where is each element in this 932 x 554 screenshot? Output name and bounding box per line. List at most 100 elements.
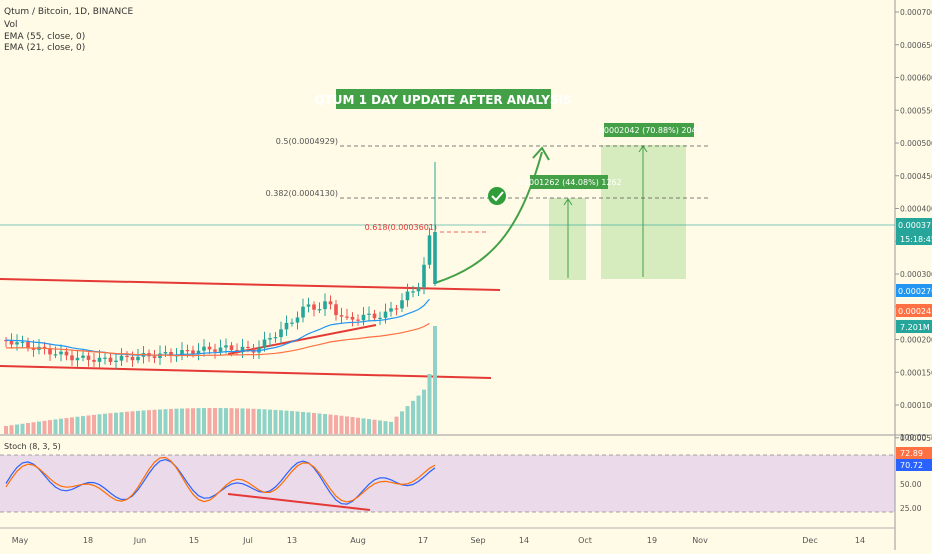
volume-bar (108, 413, 113, 434)
volume-bar (400, 411, 404, 434)
candle-body (356, 319, 360, 321)
candle-body (20, 341, 25, 343)
volume-bar (218, 408, 223, 434)
candle-body (268, 338, 272, 340)
volume-bar (383, 421, 388, 434)
fib-0382-label: 0.382(0.0004130) (266, 189, 338, 198)
time-tick-label: Jun (133, 536, 147, 545)
lower-channel-line (0, 365, 492, 379)
candle-body (400, 300, 404, 309)
ema55-badge (896, 304, 932, 317)
candle-body (273, 337, 278, 339)
volume-bar (26, 423, 30, 434)
stoch-tick-label: 50.00 (900, 480, 922, 489)
stoch-divergence-line (227, 493, 371, 511)
candle-body (191, 350, 195, 354)
candle-body (312, 304, 316, 310)
ema55-line (6, 322, 430, 357)
candle-body (9, 340, 14, 345)
volume-bar (306, 412, 311, 434)
volume-bar (185, 408, 190, 434)
price-tick-label: 0.0006500 (900, 41, 932, 50)
time-tick-label: 14 (519, 536, 529, 545)
volume-bar (158, 409, 162, 434)
volume-bar (422, 389, 426, 434)
candle-body (411, 291, 415, 293)
candle-body (48, 348, 52, 355)
stoch-k-value: 72.89 (900, 449, 923, 458)
candle-body (64, 351, 69, 356)
time-tick-label: Nov (692, 536, 708, 545)
candle-body (152, 356, 157, 359)
ema21-badge (896, 284, 932, 297)
check-badge (488, 187, 506, 205)
volume-bar (224, 408, 228, 434)
volume-bar (389, 421, 393, 434)
candle-body (163, 351, 168, 354)
banner-text: QTUM 1 DAY UPDATE AFTER ANALYSIS (314, 93, 571, 107)
candle-body (427, 235, 432, 265)
symbol-title: Qtum / Bitcoin, 1D, BINANCE (4, 7, 134, 17)
volume-bar (114, 412, 118, 434)
price-tick-label: 0.0004000 (900, 205, 932, 214)
volume-bar (119, 412, 124, 434)
volume-bar (20, 423, 25, 434)
candle-body (224, 345, 228, 348)
candle-body (372, 313, 377, 319)
price-tick-label: 0.0001000 (900, 401, 932, 410)
volume-bar (290, 411, 294, 434)
target-arrowhead-1 (563, 198, 573, 206)
candle-body (246, 346, 250, 349)
volume-bar (372, 419, 377, 434)
volume-bar (169, 408, 173, 434)
candle-body (196, 350, 201, 354)
candle-body (97, 357, 102, 362)
volume-bar (251, 408, 256, 434)
volume-bar (268, 409, 272, 434)
candle-body (284, 322, 289, 330)
volume-bar (284, 410, 289, 434)
candle-body (240, 346, 245, 351)
volume-bar (141, 410, 146, 434)
volume-bar (31, 422, 36, 434)
upper-channel-line (0, 278, 501, 291)
candle-body (114, 360, 118, 362)
volume-bar (416, 395, 421, 434)
candle-body (295, 317, 300, 323)
ema21-legend: EMA (21, close, 0) (4, 43, 85, 53)
volume-bar (64, 418, 69, 434)
candle-body (185, 349, 190, 352)
price-tick-label: 0.0001500 (900, 368, 932, 377)
volume-bar (235, 408, 239, 434)
volume-bar (81, 416, 85, 434)
time-tick-label: Sep (470, 536, 485, 545)
volume-bar (257, 409, 261, 434)
volume-bar (328, 414, 333, 434)
volume-bar (97, 414, 102, 434)
candle-body (202, 346, 206, 351)
volume-bar (42, 420, 47, 434)
candle-body (235, 349, 239, 352)
candle-body (169, 351, 173, 357)
price-tick-label: 0.0005000 (900, 139, 932, 148)
volume-bar (202, 408, 206, 434)
time-axis-ticks: May 18 Jun 15 Jul 13 Aug 17 Sep 14 Oct 19 Nov Dec 14 (12, 536, 865, 545)
candle-body (75, 357, 80, 361)
candle-body (125, 355, 129, 357)
fib-05-label: 0.5(0.0004929) (276, 137, 338, 146)
last-price-badge (896, 218, 932, 232)
volume-bar (9, 425, 14, 434)
volume-bar (367, 419, 371, 434)
volume-bar (163, 409, 168, 434)
candle-body (108, 357, 113, 362)
ema21-value: 0.0002702 (898, 287, 932, 296)
volume-bar (394, 416, 399, 434)
candle-body (251, 347, 256, 353)
volume-bar (427, 374, 432, 434)
candle-body (339, 315, 344, 317)
volume-bar (191, 408, 195, 434)
stoch-k-badge (896, 447, 932, 459)
candle-body (180, 349, 184, 356)
